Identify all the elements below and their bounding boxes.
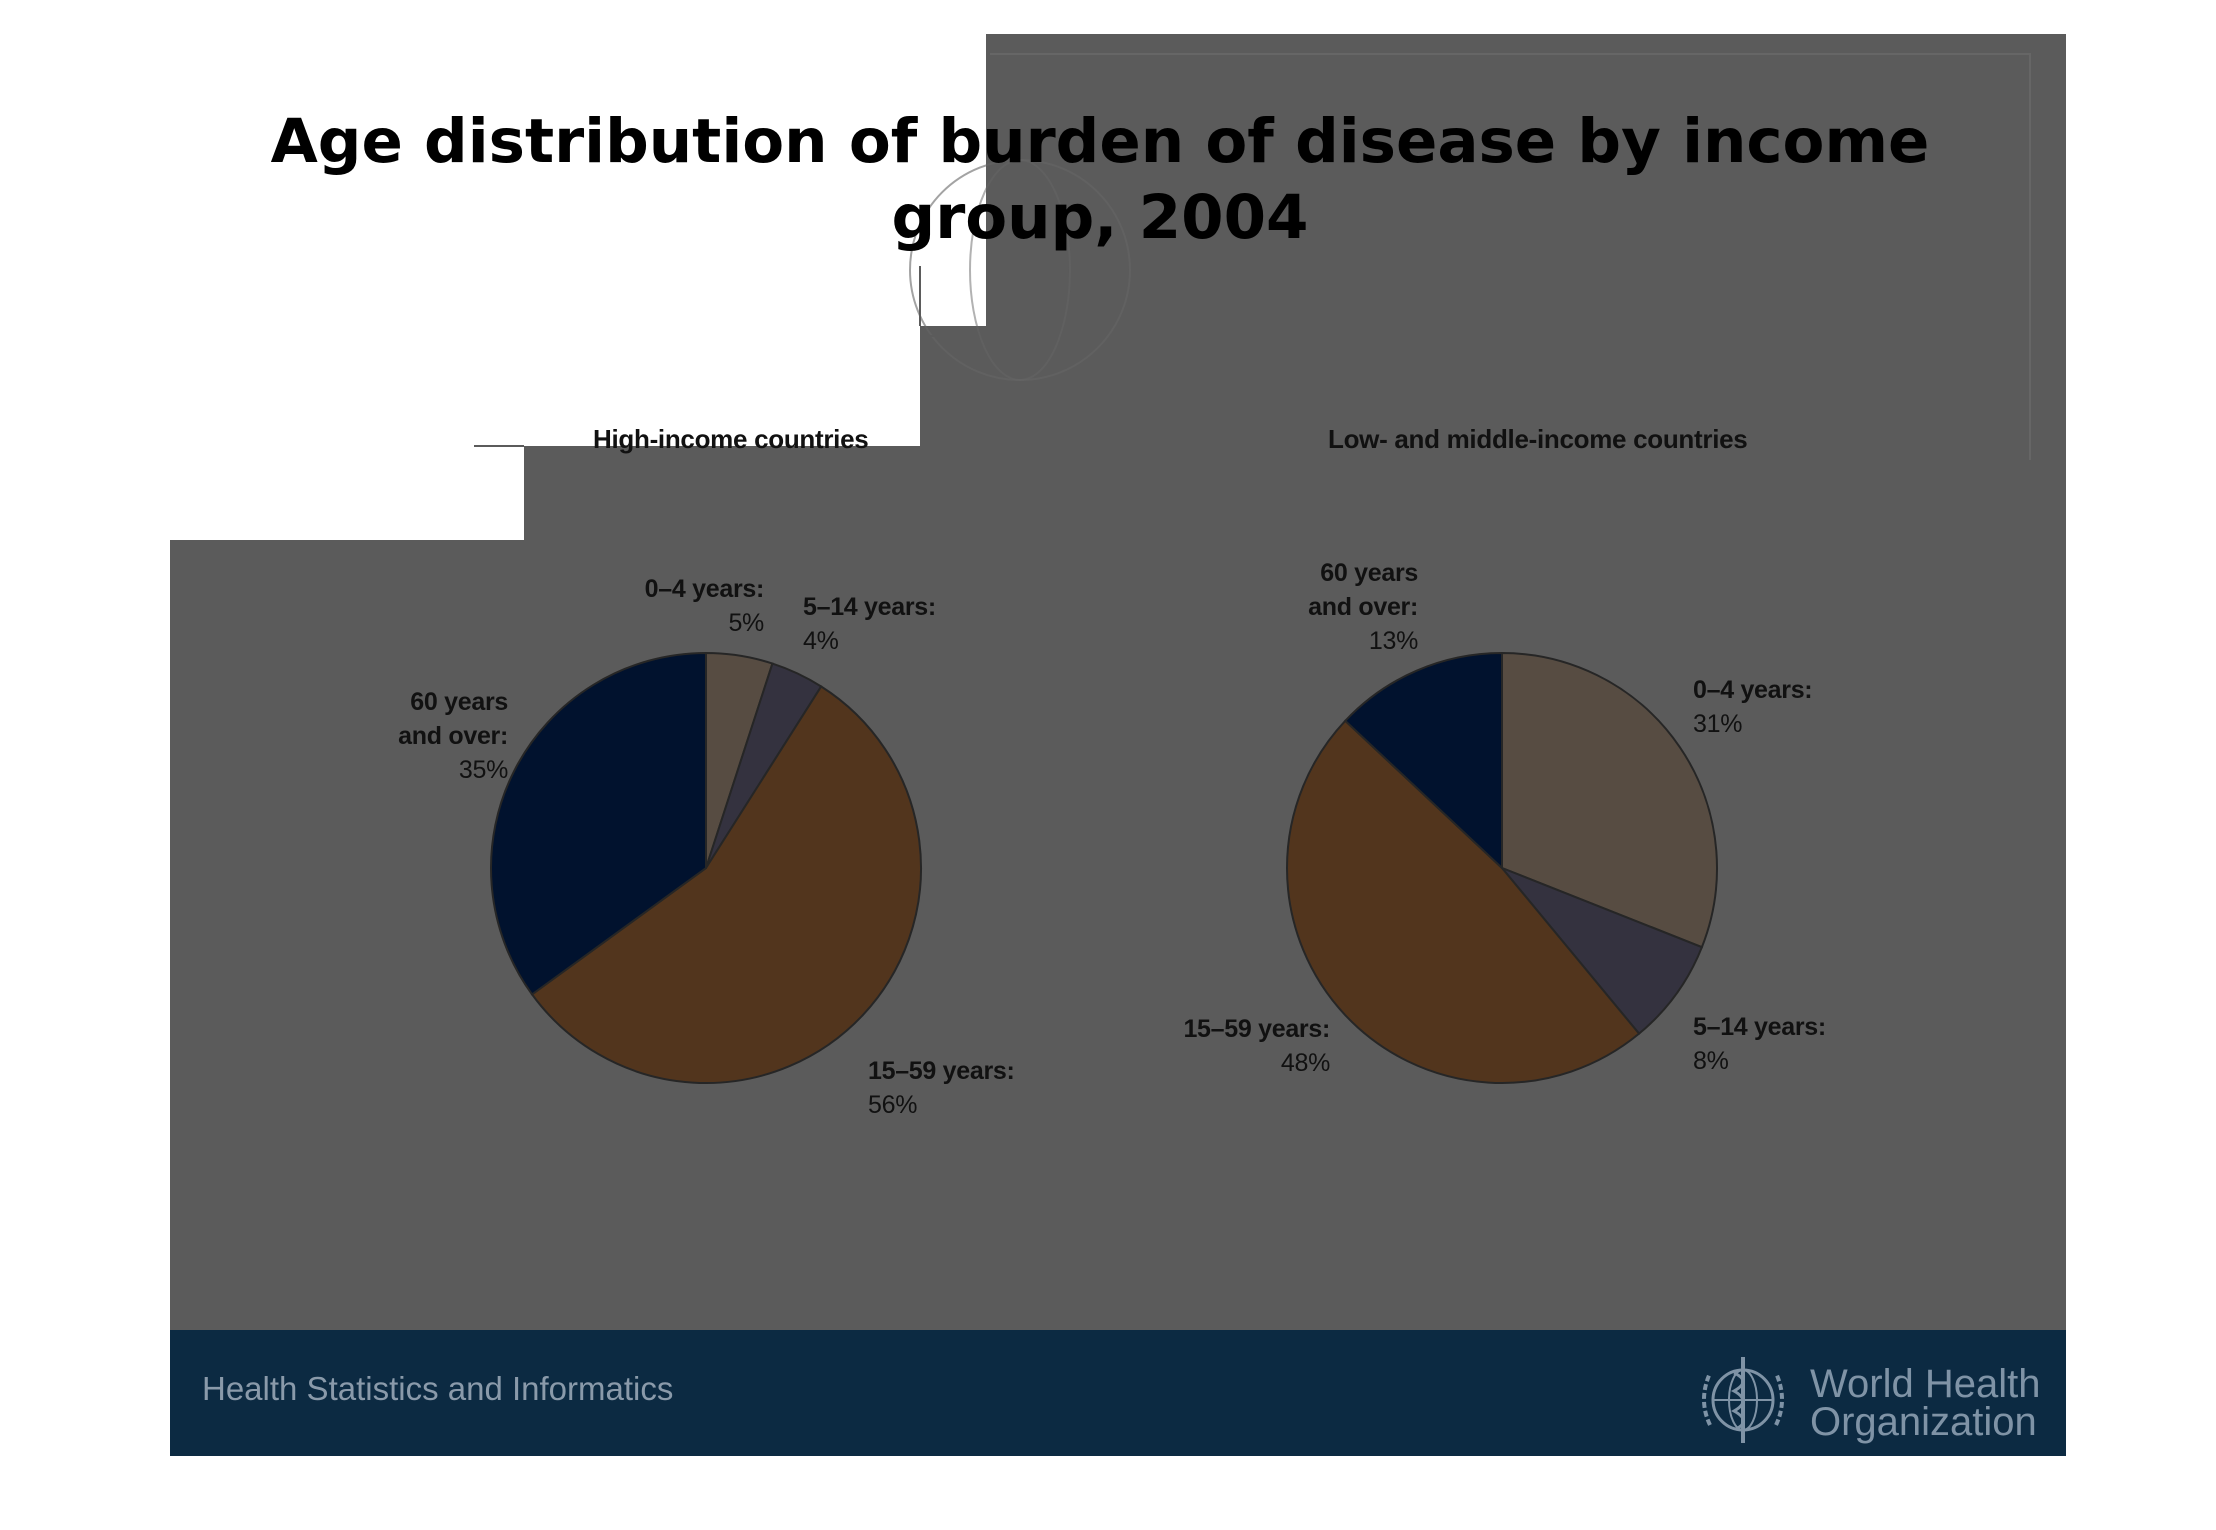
slice-label-text: 5–14 years: <box>1693 1013 1826 1041</box>
who-logo-line1: World Health <box>1810 1362 2041 1406</box>
pie-slice-0-4 <box>1501 651 1718 949</box>
who-logo-text: World Health Organization <box>1810 1362 2041 1444</box>
pie-slice-60-plus <box>490 651 707 996</box>
slice-value: 48% <box>1280 1049 1330 1077</box>
slice-value: 31% <box>1693 710 1743 738</box>
page-title: Age distribution of burden of disease by… <box>270 106 1930 253</box>
slice-value: 56% <box>868 1091 918 1119</box>
slice-value: 35% <box>458 756 508 784</box>
who-emblem-icon <box>1702 1357 1784 1443</box>
slice-label-lmi-5-14: 5–14 years: 8% <box>1693 1010 1893 1078</box>
pie-slice-15-59 <box>530 685 922 1084</box>
slice-label-text: 60 years <box>1320 559 1418 587</box>
slice-label-high-60-plus: 60 years and over: 35% <box>358 685 508 787</box>
slice-value: 4% <box>803 627 839 655</box>
pie-title-low-middle-income: Low- and middle-income countries <box>1328 424 1748 454</box>
slice-label-text: 0–4 years: <box>644 575 765 603</box>
pie-slice-60-plus <box>1343 651 1503 871</box>
slice-label-lmi-15-59: 15–59 years: 48% <box>1140 1012 1330 1080</box>
slice-label-text: 5–14 years: <box>803 593 936 621</box>
slice-label-text: and over: <box>398 722 508 750</box>
slice-label-text: 15–59 years: <box>1183 1015 1330 1043</box>
pie-low-middle-income <box>1286 651 1718 1084</box>
slice-label-text: 60 years <box>410 688 508 716</box>
slice-value: 5% <box>728 609 764 637</box>
pie-title-high-income: High-income countries <box>593 424 869 454</box>
slice-label-high-15-59: 15–59 years: 56% <box>868 1054 1088 1122</box>
footer-bar <box>170 1330 2066 1456</box>
footer-unit-name: Health Statistics and Informatics <box>202 1370 674 1407</box>
globe-watermark-meridian <box>969 159 1071 381</box>
slice-label-text: 0–4 years: <box>1693 676 1813 704</box>
slice-label-high-0-4: 0–4 years: 5% <box>600 572 765 640</box>
slice-label-text: 15–59 years: <box>868 1057 1015 1085</box>
slice-label-lmi-0-4: 0–4 years: 31% <box>1693 673 1893 741</box>
slice-value: 13% <box>1368 627 1418 655</box>
slice-label-lmi-60-plus: 60 years and over: 13% <box>1258 556 1418 658</box>
pie-slice-5-14 <box>1501 867 1704 1036</box>
pie-slice-15-59 <box>1286 719 1641 1084</box>
slice-value: 8% <box>1693 1047 1729 1075</box>
slice-label-high-5-14: 5–14 years: 4% <box>803 590 1003 658</box>
slide-frame <box>990 53 2031 460</box>
slice-label-text: and over: <box>1308 593 1418 621</box>
who-logo-line2: Organization <box>1810 1400 2037 1444</box>
pie-high-income <box>490 651 922 1084</box>
